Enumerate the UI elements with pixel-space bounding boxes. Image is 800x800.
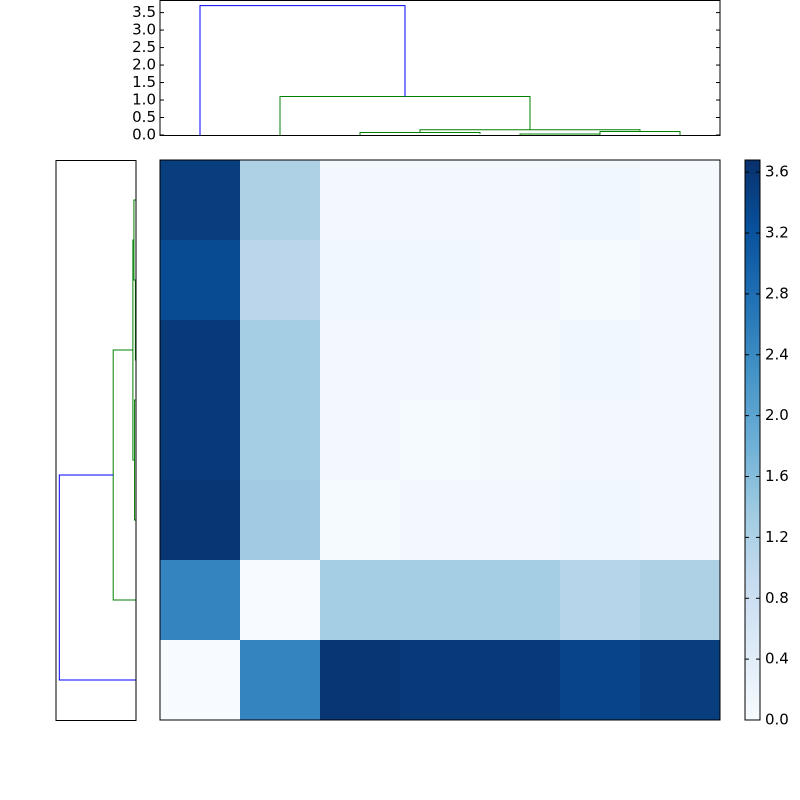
heatmap-cell [480,640,561,721]
heatmap-cell [640,320,721,401]
heatmap-cell [320,320,401,401]
heatmap-cell [240,320,321,401]
heatmap-cell [640,400,721,481]
colorbar-tick-label: 3.2 [765,224,789,242]
heatmap-cell [320,640,401,721]
heatmap-cell [560,640,641,721]
heatmap-cell [480,160,561,241]
heatmap-cell [160,560,241,641]
y-tick-label: 3.5 [132,3,156,21]
heatmap-cell [320,480,401,561]
dendrogram-link [58,474,136,681]
heatmap-cell [240,560,321,641]
heatmap-cell [640,160,721,241]
heatmap-cell [480,320,561,401]
heatmap-cell [400,560,481,641]
heatmap-cell [240,640,321,721]
dendrogram-link [199,5,406,135]
colorbar-tick-label: 2.0 [765,406,789,424]
heatmap-cell [480,480,561,561]
dendrogram-link [599,131,681,135]
colorbar-tick-label: 0.4 [765,650,789,668]
heatmap-cell [640,640,721,721]
axes-frame [159,159,721,721]
colorbar-tick-label: 2.4 [765,345,789,363]
axes-frame [159,0,721,136]
heatmap-cell [480,400,561,481]
heatmap-cell [640,480,721,561]
heatmap-cell [320,400,401,481]
heatmap-cell [560,400,641,481]
heatmap-cell [160,400,241,481]
heatmap-cell [160,480,241,561]
heatmap-cell [160,640,241,721]
heatmap-cell [560,240,641,321]
heatmap-cell [400,640,481,721]
colorbar-tick-label: 0.8 [765,589,789,607]
heatmap-cell [400,240,481,321]
y-tick-label: 1.0 [132,91,156,109]
heatmap-cell [560,320,641,401]
heatmap-cell [560,160,641,241]
dendrogram-link [359,132,481,135]
y-tick-label: 0.5 [132,108,156,126]
heatmap-cell [400,160,481,241]
heatmap-cell [320,560,401,641]
colorbar-tick-label: 1.2 [765,528,789,546]
y-tick-label: 1.5 [132,73,156,91]
heatmap-cell [240,480,321,561]
y-tick-label: 0.0 [132,126,156,144]
colorbar-tick-label: 2.8 [765,284,789,302]
heatmap-cell [400,320,481,401]
colorbar-tick-label: 1.6 [765,467,789,485]
dendrogram-link [279,96,531,135]
heatmap-cell [560,480,641,561]
heatmap-cell [240,240,321,321]
heatmap-cell [640,240,721,321]
dendrogram-link [519,133,601,135]
colorbar-tick-label: 3.6 [765,163,789,181]
heatmap-cell [640,560,721,641]
colorbar-tick-label: 0.0 [765,711,789,729]
heatmap-cell [400,480,481,561]
heatmap-cell [400,400,481,481]
heatmap-cell [160,240,241,321]
heatmap-cell [480,560,561,641]
heatmap-cell [320,160,401,241]
y-tick-label: 2.0 [132,56,156,74]
heatmap-cell [320,240,401,321]
heatmap-cell [240,160,321,241]
heatmap-cell [240,400,321,481]
heatmap-cell [160,160,241,241]
y-tick-label: 3.0 [132,21,156,39]
heatmap-cell [480,240,561,321]
colorbar [744,159,761,721]
axes-frame [55,160,137,721]
heatmap-cell [160,320,241,401]
y-tick-label: 2.5 [132,38,156,56]
heatmap-cell [560,560,641,641]
